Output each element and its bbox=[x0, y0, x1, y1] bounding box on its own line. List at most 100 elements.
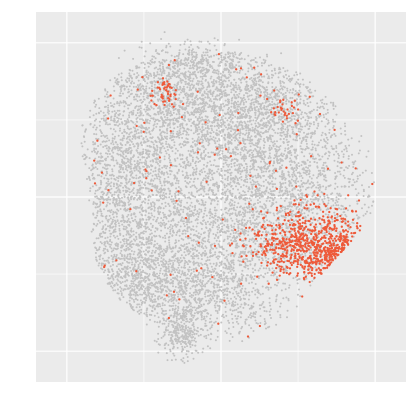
background-point bbox=[213, 118, 216, 120]
background-point bbox=[158, 98, 161, 101]
background-point bbox=[237, 259, 240, 262]
background-point bbox=[234, 153, 237, 156]
background-point bbox=[178, 93, 181, 96]
background-point bbox=[125, 85, 128, 88]
background-point bbox=[303, 131, 305, 134]
background-point bbox=[191, 80, 194, 83]
background-point bbox=[189, 186, 192, 188]
background-point bbox=[207, 229, 210, 232]
background-point bbox=[210, 274, 213, 276]
background-point bbox=[148, 108, 151, 111]
background-point bbox=[203, 163, 205, 166]
background-point bbox=[308, 175, 311, 178]
background-point bbox=[159, 139, 162, 142]
background-point bbox=[271, 172, 274, 175]
background-point bbox=[232, 232, 235, 234]
background-point bbox=[364, 212, 367, 215]
background-point bbox=[202, 237, 205, 240]
background-point bbox=[237, 103, 240, 106]
background-point bbox=[303, 155, 306, 158]
background-point bbox=[135, 67, 138, 70]
background-point bbox=[237, 322, 240, 325]
background-point bbox=[283, 210, 286, 213]
background-point bbox=[169, 223, 172, 226]
background-point bbox=[206, 95, 209, 97]
background-point bbox=[268, 152, 271, 155]
background-point bbox=[257, 202, 259, 204]
background-point bbox=[201, 105, 204, 108]
background-point bbox=[222, 83, 225, 86]
background-point bbox=[227, 327, 230, 330]
background-point bbox=[269, 188, 271, 191]
background-point bbox=[311, 133, 314, 136]
background-point bbox=[300, 179, 303, 182]
background-point bbox=[198, 80, 201, 83]
background-point bbox=[101, 160, 104, 162]
background-point bbox=[300, 192, 303, 195]
background-point bbox=[241, 164, 244, 167]
background-point bbox=[182, 222, 185, 225]
background-point bbox=[235, 297, 238, 300]
background-point bbox=[232, 152, 235, 155]
background-point bbox=[217, 168, 220, 171]
background-point bbox=[240, 124, 243, 126]
background-point bbox=[163, 177, 166, 180]
background-point bbox=[136, 100, 139, 102]
background-point bbox=[241, 211, 244, 214]
background-point bbox=[214, 233, 217, 236]
background-point bbox=[292, 251, 295, 254]
background-point bbox=[198, 87, 201, 90]
background-point bbox=[215, 129, 218, 132]
background-point bbox=[164, 150, 167, 153]
background-point bbox=[231, 96, 234, 99]
background-point bbox=[262, 58, 265, 61]
background-point bbox=[115, 112, 118, 114]
background-point bbox=[166, 99, 169, 101]
background-point bbox=[209, 262, 212, 265]
background-point bbox=[270, 227, 273, 230]
background-point bbox=[243, 166, 245, 169]
background-point bbox=[254, 242, 257, 245]
background-point bbox=[147, 112, 149, 115]
background-point bbox=[186, 208, 189, 211]
background-point bbox=[203, 54, 206, 57]
background-point bbox=[144, 159, 147, 162]
background-point bbox=[114, 236, 117, 239]
background-point bbox=[175, 257, 178, 260]
background-point bbox=[238, 105, 240, 108]
background-point bbox=[175, 132, 178, 135]
background-point bbox=[185, 101, 188, 104]
background-point bbox=[312, 207, 315, 210]
background-point bbox=[134, 98, 137, 101]
background-point bbox=[229, 71, 232, 74]
background-point bbox=[146, 82, 149, 85]
background-point bbox=[212, 69, 215, 72]
background-point bbox=[259, 91, 262, 94]
background-point bbox=[224, 201, 226, 204]
background-point bbox=[164, 205, 167, 208]
background-point bbox=[194, 59, 197, 61]
background-point bbox=[265, 121, 268, 124]
background-point bbox=[328, 131, 331, 134]
background-point bbox=[244, 146, 247, 149]
background-point bbox=[223, 121, 226, 124]
background-point bbox=[240, 170, 243, 173]
background-point bbox=[184, 80, 187, 83]
background-point bbox=[284, 128, 287, 131]
background-point bbox=[229, 136, 231, 139]
background-point bbox=[314, 266, 317, 269]
background-point bbox=[300, 174, 303, 177]
background-point bbox=[195, 225, 198, 228]
background-point bbox=[284, 288, 287, 291]
background-point bbox=[117, 114, 120, 117]
background-point bbox=[201, 116, 203, 119]
background-point bbox=[263, 167, 266, 170]
background-point bbox=[145, 135, 147, 138]
background-point bbox=[116, 220, 119, 222]
background-point bbox=[322, 107, 325, 110]
background-point bbox=[247, 84, 250, 87]
background-point bbox=[284, 181, 287, 184]
background-point bbox=[146, 138, 149, 141]
background-point bbox=[206, 122, 209, 125]
background-point bbox=[135, 118, 138, 120]
